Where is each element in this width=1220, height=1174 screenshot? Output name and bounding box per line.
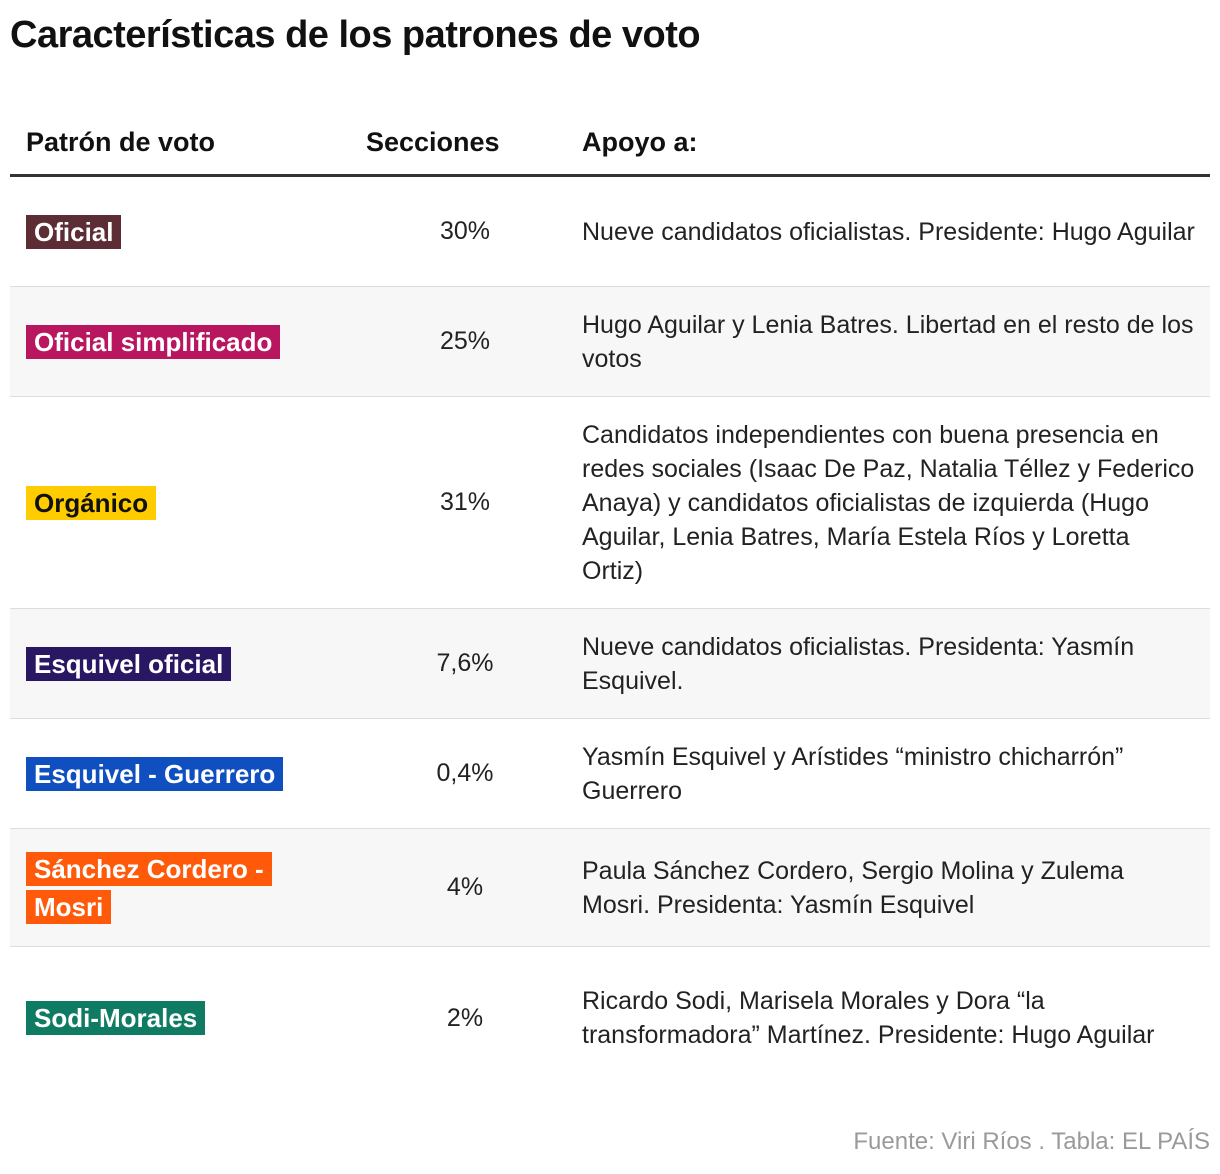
apoyo-text: Candidatos independientes con buena pres… [582,420,1195,585]
table-title: Características de los patrones de voto [10,14,701,56]
apoyo-text: Paula Sánchez Cordero, Sergio Molina y Z… [582,856,1124,919]
apoyo-text: Ricardo Sodi, Marisela Morales y Dora “l… [582,987,1155,1049]
pattern-badge: Esquivel - Guerrero [26,756,284,791]
pattern-badge: Oficial [26,214,122,249]
apoyo-text: Hugo Aguilar y Lenia Batres. Libertad en… [582,310,1194,373]
table-header: Patrón de voto Secciones Apoyo a: [10,110,1210,177]
column-header-patron: Patrón de voto [26,126,216,157]
pattern-badge: Sodi-Morales [26,1001,206,1035]
source-credit: Fuente: Viri Ríos . Tabla: EL PAÍS [853,1128,1210,1155]
apoyo-text: Yasmín Esquivel y Arístides “ministro ch… [582,742,1124,805]
table-row: Oficial 30% Nueve candidatos oficialista… [10,177,1210,287]
voting-patterns-table: Patrón de voto Secciones Apoyo a: Oficia… [10,110,1210,1089]
table-row: Oficial simplificado 25% Hugo Aguilar y … [10,287,1210,397]
secciones-value: 7,6% [436,649,494,677]
apoyo-text: Nueve candidatos oficialistas. President… [582,217,1195,246]
pattern-badge: Oficial simplificado [26,324,281,359]
secciones-value: 25% [439,327,491,355]
column-header-secciones: Secciones [366,126,500,157]
table-row: Sodi-Morales 2% Ricardo Sodi, Marisela M… [10,947,1210,1089]
table-row: Esquivel - Guerrero 0,4% Yasmín Esquivel… [10,719,1210,829]
secciones-value: 31% [439,488,491,516]
secciones-value: 2% [446,1003,484,1032]
pattern-badge: Esquivel oficial [26,646,232,681]
apoyo-text: Nueve candidatos oficialistas. President… [582,632,1135,695]
table-row: Orgánico 31% Candidatos independientes c… [10,397,1210,609]
pattern-badge: Sánchez Cordero - Mosri [26,851,272,924]
column-header-apoyo: Apoyo a: [582,126,698,157]
table-row: Esquivel oficial 7,6% Nueve candidatos o… [10,609,1210,719]
secciones-value: 4% [446,873,484,901]
table-row: Sánchez Cordero - Mosri 4% Paula Sánchez… [10,829,1210,947]
secciones-value: 0,4% [436,759,494,787]
pattern-badge: Orgánico [26,485,157,520]
secciones-value: 30% [439,217,491,245]
